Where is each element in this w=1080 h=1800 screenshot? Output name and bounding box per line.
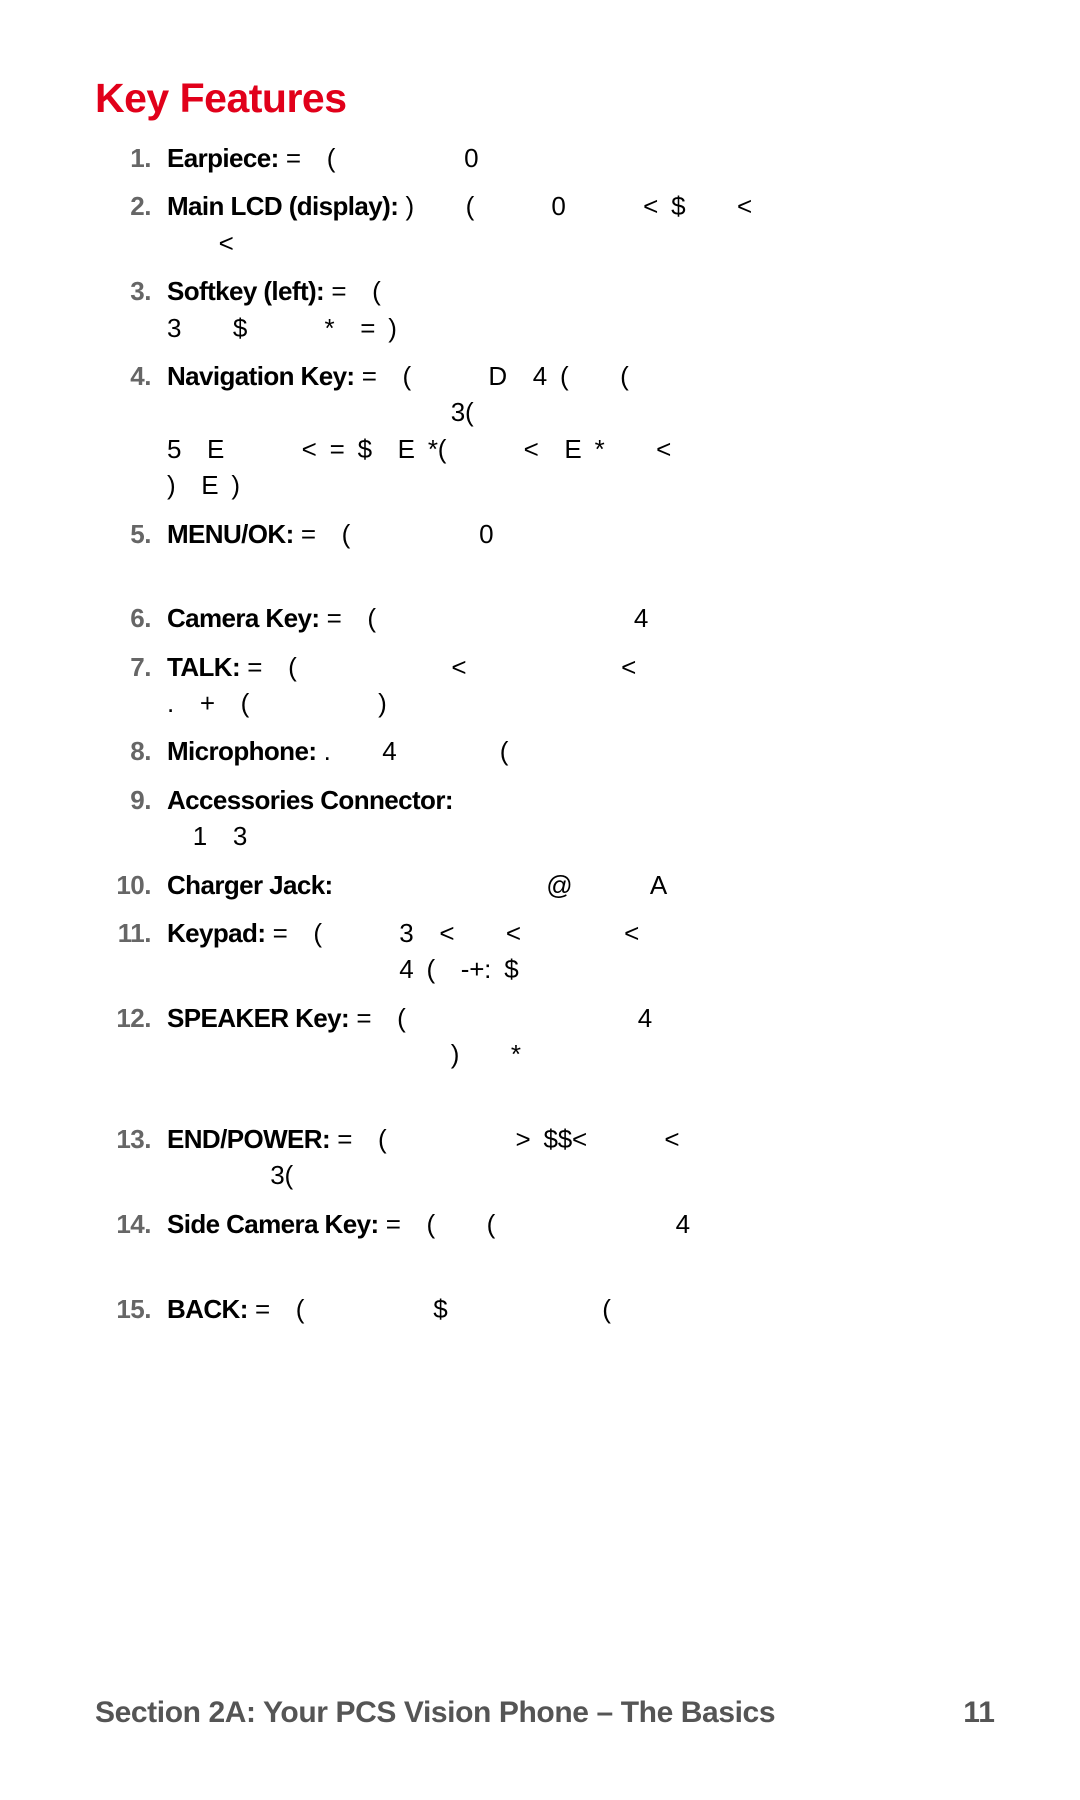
item-label: Softkey (left): [167,276,324,306]
page-number: 11 [963,1696,995,1730]
page-title: Key Features [95,75,985,122]
item-desc: = ( 0 [286,143,479,173]
list-item: Charger Jack: @ A [143,867,985,903]
list-item: MENU/OK: = ( 0 [143,516,985,589]
list-item: Navigation Key: = ( D 4 ( ( 3(5 E < = $ … [143,358,985,504]
item-desc: = ( $ ( [255,1294,611,1324]
item-desc: = ( 4 [327,603,649,633]
item-label: MENU/OK: [167,519,294,549]
list-item: Camera Key: = ( 4 [143,600,985,636]
list-item: END/POWER: = ( > $$< < 3( [143,1121,985,1194]
item-label: Navigation Key: [167,361,355,391]
item-label: Accessories Connector: [167,785,453,815]
item-label: SPEAKER Key: [167,1003,349,1033]
list-item: Earpiece: = ( 0 [143,140,985,176]
item-label: Keypad: [167,918,265,948]
list-item: BACK: = ( $ ( [143,1291,985,1327]
item-label: END/POWER: [167,1124,330,1154]
item-desc: 1 3 [167,821,247,851]
list-item: TALK: = ( < <. + ( ) [143,649,985,722]
feature-list: Earpiece: = ( 0 Main LCD (display): ) ( … [95,140,985,1327]
item-label: TALK: [167,652,240,682]
list-item: SPEAKER Key: = ( 4 ) * [143,1000,985,1109]
list-item: Microphone: . 4 ( [143,733,985,769]
list-item: Keypad: = ( 3 < < < 4 ( -+: $ [143,915,985,988]
list-item: Softkey (left): = (3 $ * = ) [143,273,985,346]
list-item: Main LCD (display): ) ( 0 < $ < < [143,188,985,261]
item-label: Main LCD (display): [167,191,398,221]
list-item: Side Camera Key: = ( ( 4 [143,1206,985,1279]
item-label: Charger Jack: [167,870,333,900]
item-label: Camera Key: [167,603,319,633]
item-desc: . 4 ( [324,736,509,766]
item-label: BACK: [167,1294,248,1324]
item-label: Microphone: [167,736,316,766]
item-label: Side Camera Key: [167,1209,379,1239]
item-label: Earpiece: [167,143,279,173]
footer-section-label: Section 2A: Your PCS Vision Phone – The … [95,1696,775,1730]
list-item: Accessories Connector: 1 3 [143,782,985,855]
item-desc: @ A [340,870,667,900]
